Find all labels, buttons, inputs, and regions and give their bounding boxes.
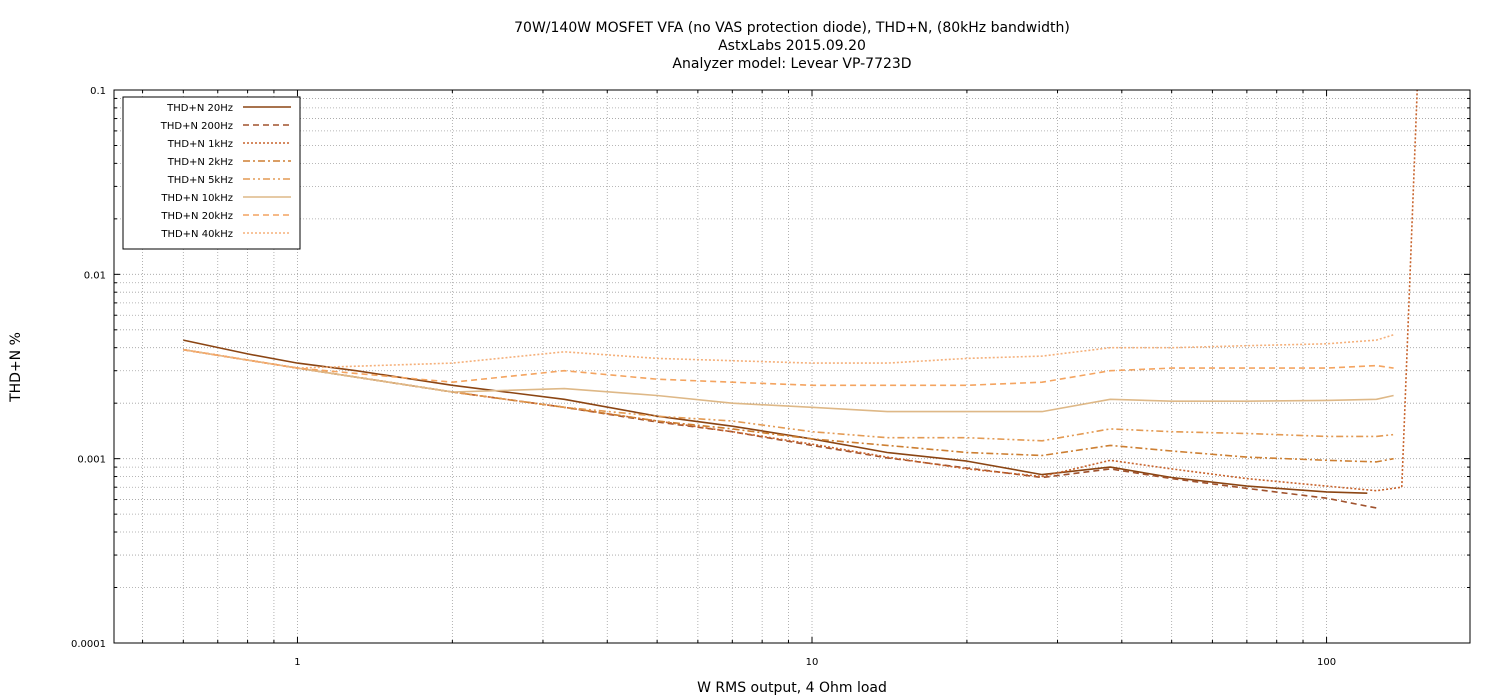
legend-box — [122, 96, 301, 250]
x-axis-label: W RMS output, 4 Ohm load — [697, 680, 887, 696]
series-line-thd-n-5khz — [183, 348, 1394, 442]
x-tick-label: 100 — [1317, 657, 1336, 668]
legend-label: THD+N 200Hz — [160, 121, 233, 132]
plot-border — [113, 89, 1471, 644]
plot-frame — [113, 89, 1471, 644]
x-tick-labels: 1 10 100 — [294, 657, 1336, 668]
series-line-thd-n-20khz — [183, 348, 1394, 387]
y-tick-label: 0.0001 — [71, 639, 106, 650]
chart-title-line-3: Analyzer model: Levear VP-7723D — [672, 56, 911, 72]
series-line-thd-n-20hz — [183, 339, 1368, 494]
legend-label: THD+N 20kHz — [160, 211, 233, 222]
legend-label: THD+N 2kHz — [167, 157, 233, 168]
legend-label: THD+N 20Hz — [166, 103, 233, 114]
series-lines — [183, 90, 1418, 509]
y-tick-labels: 0.0001 0.001 0.01 0.1 — [71, 86, 106, 650]
legend: THD+N 20Hz THD+N 200Hz THD+N 1kHz THD+N 2kH… — [122, 96, 301, 250]
series-line-thd-n-1khz — [183, 90, 1418, 492]
y-tick-label: 0.01 — [84, 270, 106, 281]
legend-label: THD+N 1kHz — [167, 139, 233, 150]
legend-label: THD+N 10kHz — [160, 193, 233, 204]
grid — [114, 90, 1470, 644]
chart-title-line-2: AstxLabs 2015.09.20 — [718, 38, 866, 54]
x-tick-label: 1 — [294, 657, 300, 668]
legend-label: THD+N 40kHz — [160, 229, 233, 240]
y-tick-label: 0.001 — [77, 455, 106, 466]
series-line-thd-n-10khz — [183, 348, 1394, 413]
y-tick-label: 0.1 — [90, 86, 106, 97]
y-axis-label: THD+N % — [8, 332, 24, 403]
legend-label: THD+N 5kHz — [167, 175, 233, 186]
chart-title: 70W/140W MOSFET VFA (no VAS protection d… — [514, 20, 1070, 72]
x-tick-label: 10 — [806, 657, 819, 668]
series-line-thd-n-2khz — [183, 348, 1394, 463]
chart-title-line-1: 70W/140W MOSFET VFA (no VAS protection d… — [514, 20, 1070, 36]
